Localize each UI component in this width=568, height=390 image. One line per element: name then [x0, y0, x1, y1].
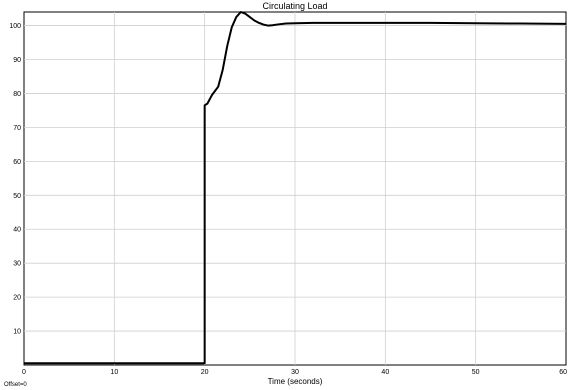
x-tick-label: 20: [201, 369, 209, 376]
y-tick-label: 20: [13, 295, 21, 302]
x-tick-label: 0: [22, 369, 26, 376]
y-tick-label: 100: [9, 23, 21, 30]
x-tick-label: 40: [381, 369, 389, 376]
y-tick-label: 90: [13, 57, 21, 64]
y-tick-label: 10: [13, 329, 21, 336]
x-tick-labels: 0 10 20 30 40 50 60: [22, 369, 567, 376]
y-tick-label: 60: [13, 159, 21, 166]
y-tick-label: 70: [13, 125, 21, 132]
x-tick-label: 30: [291, 369, 299, 376]
series-group: [24, 11, 567, 365]
x-tick-label: 10: [110, 369, 118, 376]
chart-title: Circulating Load: [262, 1, 327, 11]
y-tick-label: 50: [13, 193, 21, 200]
grid: [24, 12, 566, 365]
y-tick-labels: 10 20 30 40 50 60 70 80 90 100: [9, 23, 21, 335]
offset-label: Offset=0: [4, 382, 27, 388]
x-axis-label: Time (seconds): [268, 377, 323, 386]
series-line-0: [24, 11, 567, 365]
y-tick-label: 40: [13, 227, 21, 234]
x-tick-label: 60: [559, 369, 567, 376]
y-tick-label: 80: [13, 91, 21, 98]
x-tick-label: 50: [472, 369, 480, 376]
y-tick-label: 30: [13, 261, 21, 268]
